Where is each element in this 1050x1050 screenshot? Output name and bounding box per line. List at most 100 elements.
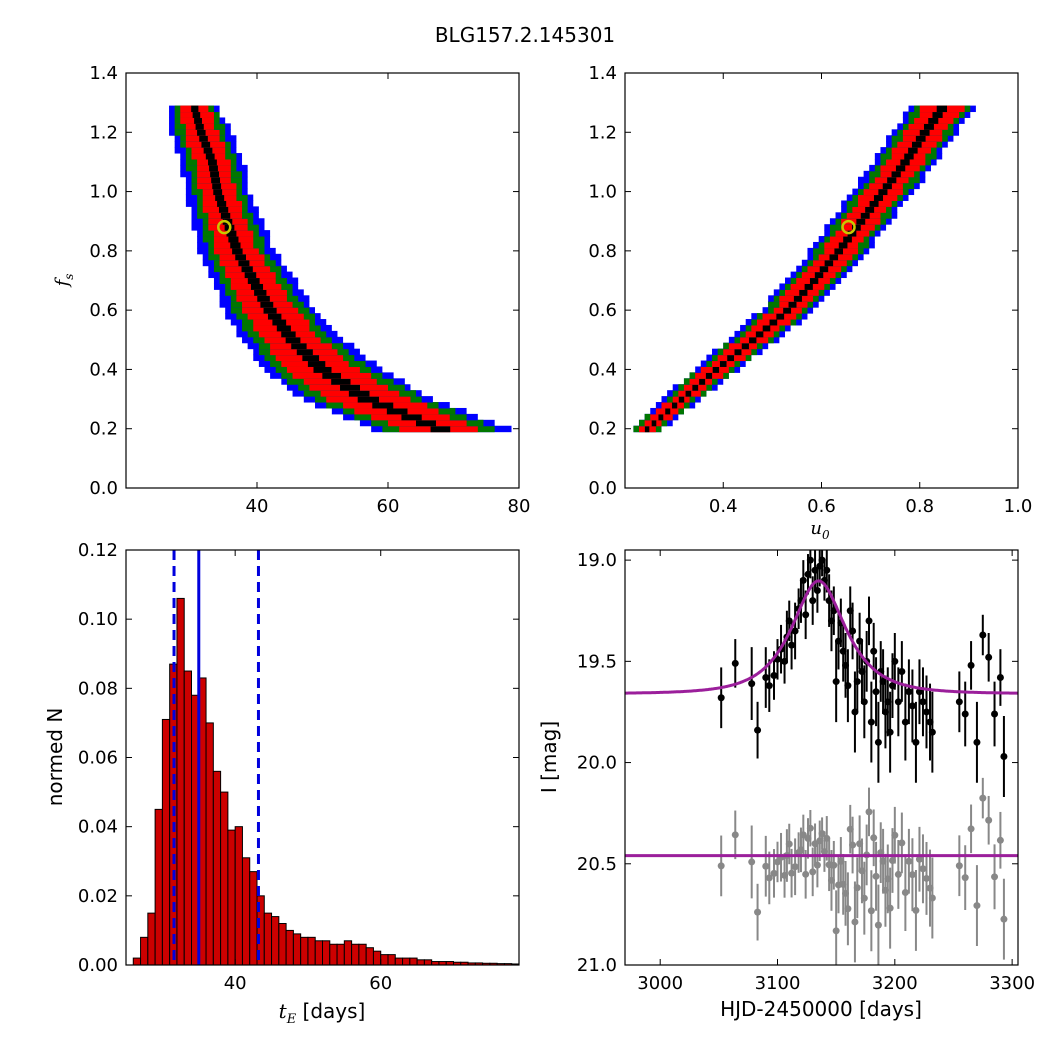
light-curve-point [765, 682, 773, 690]
fs-te-core-cell [232, 247, 243, 255]
fs-u0-xlabel: u0 [810, 518, 830, 542]
light-curve-point [748, 680, 756, 688]
fs-te-xtick-label: 60 [377, 496, 400, 517]
fs-u0-core-cell [672, 402, 678, 409]
light-curve-ticks: 3000 3100 3200 3300 19.0 19.5 20.0 20.5 21.0 [577, 550, 1035, 994]
residual-point [996, 836, 1004, 844]
light-curve-point [919, 698, 927, 706]
residual-point [922, 874, 930, 882]
residual-point [806, 824, 814, 832]
light-curve-points [625, 550, 1018, 965]
fs-u0-core-cell [911, 141, 922, 148]
fs-u0-core-cell [769, 319, 778, 326]
fs-u0-core-cell [936, 105, 948, 113]
residual-point [886, 904, 894, 912]
light-curve-point [806, 556, 814, 564]
light-curve-point [853, 678, 861, 686]
te-histogram-ytick-label: 0.10 [78, 609, 118, 630]
residual-point [905, 857, 913, 865]
fs-te-core-cell [296, 348, 313, 356]
fs-u0-core-cell [819, 265, 829, 273]
fs-u0-core-cell [928, 117, 939, 124]
fs-te-core-cell [430, 425, 451, 433]
fs-te-ytick-label: 0.6 [89, 300, 118, 321]
fs-te-xtick-label: 40 [246, 496, 269, 517]
fs-te-best-fit-marker [217, 219, 232, 235]
fs-te-core-cell [401, 413, 422, 421]
fs-te-core-cell [213, 188, 223, 196]
te-histogram-bar [402, 957, 411, 965]
light-curve-point [908, 702, 916, 710]
fs-u0-xtick-label: 0.4 [709, 496, 738, 517]
fs-u0-xtick-label: 0.6 [807, 496, 836, 517]
light-curve-point [985, 653, 993, 661]
light-curve-point [770, 672, 778, 680]
fs-te-ytick-label: 0.4 [89, 359, 118, 380]
fs-te-ytick-label: 0.0 [89, 478, 118, 499]
te-histogram-xlabel: tE [days] [279, 999, 366, 1027]
light-curve-point [872, 688, 880, 696]
fs-te-core-cell [226, 230, 237, 237]
residual-point [912, 906, 920, 914]
residual-point [853, 884, 861, 892]
light-curve-point [894, 698, 902, 706]
te-histogram-bar [147, 912, 156, 965]
te-histogram-bar [387, 954, 396, 965]
fs-te-core-cell [217, 200, 227, 207]
residual-point [748, 858, 756, 866]
light-curve-point [849, 627, 857, 635]
te-histogram-xtick-label: 60 [369, 973, 392, 994]
te-histogram-bar [292, 933, 302, 965]
light-curve-point [860, 698, 868, 706]
light-curve-xtick-label: 3200 [872, 973, 918, 994]
light-curve-ylabel: I [mag] [537, 721, 561, 793]
residual-point [788, 869, 796, 877]
residual-point [894, 870, 902, 878]
fs-te-core-cell [244, 271, 257, 279]
fs-te-core-cell [199, 135, 208, 142]
fs-u0-ytick-label: 0.0 [588, 478, 617, 499]
fs-u0-core-cell [900, 158, 910, 166]
te-histogram-bar [416, 959, 425, 965]
fs-te-core-cell [197, 129, 206, 136]
fs-u0-core-cell [908, 147, 918, 154]
panel-te-histogram: 40 60 0.00 0.02 0.04 0.06 0.08 0.10 0.12 normed … [43, 540, 520, 1027]
te-histogram-bar [241, 857, 251, 965]
te-histogram-ylabel: normed N [43, 708, 67, 807]
residual-point [1000, 915, 1008, 923]
fs-u0-ytick-label: 0.2 [588, 419, 617, 440]
fs-te-core-cell [386, 407, 408, 415]
fs-u0-core-cell [882, 182, 892, 190]
fs-u0-core-cell [829, 253, 839, 261]
fs-u0-core-cell [814, 271, 824, 279]
fs-te-core-cell [257, 295, 270, 302]
te-histogram-bar [234, 826, 243, 965]
residual-point [991, 873, 999, 881]
te-histogram-bar [220, 791, 229, 965]
light-curve-point [955, 698, 963, 706]
te-histogram-bar [249, 871, 258, 965]
light-curve-point [754, 726, 762, 734]
fs-te-core-cell [220, 212, 231, 219]
light-curve-point [788, 641, 796, 649]
fs-te-ytick-label: 0.2 [89, 419, 118, 440]
te-histogram-ytick-label: 0.06 [78, 748, 118, 769]
fs-u0-ytick-label: 1.0 [588, 182, 617, 203]
fs-te-ticks: 40 60 80 0.0 0.2 0.4 0.6 0.8 1.0 1.2 1.4 [89, 63, 530, 517]
light-curve-point [901, 718, 909, 726]
te-histogram-bar [205, 722, 214, 965]
fs-u0-core-cell [851, 224, 861, 231]
residual-point [928, 894, 936, 902]
residual-point [872, 872, 880, 880]
te-histogram-bar [322, 940, 331, 965]
light-curve-xtick-label: 3100 [755, 973, 801, 994]
fs-u0-ytick-label: 1.2 [588, 122, 617, 143]
residual-point [785, 840, 793, 848]
fs-u0-ytick-label: 0.4 [588, 359, 617, 380]
light-curve-point [874, 738, 882, 746]
te-histogram-bar [409, 957, 418, 965]
te-histogram-ticks: 40 60 0.00 0.02 0.04 0.06 0.08 0.10 0.12 [78, 540, 519, 994]
fs-u0-core-cell [873, 194, 884, 201]
fs-te-core-cell [218, 206, 229, 213]
light-curve-point [731, 659, 739, 667]
